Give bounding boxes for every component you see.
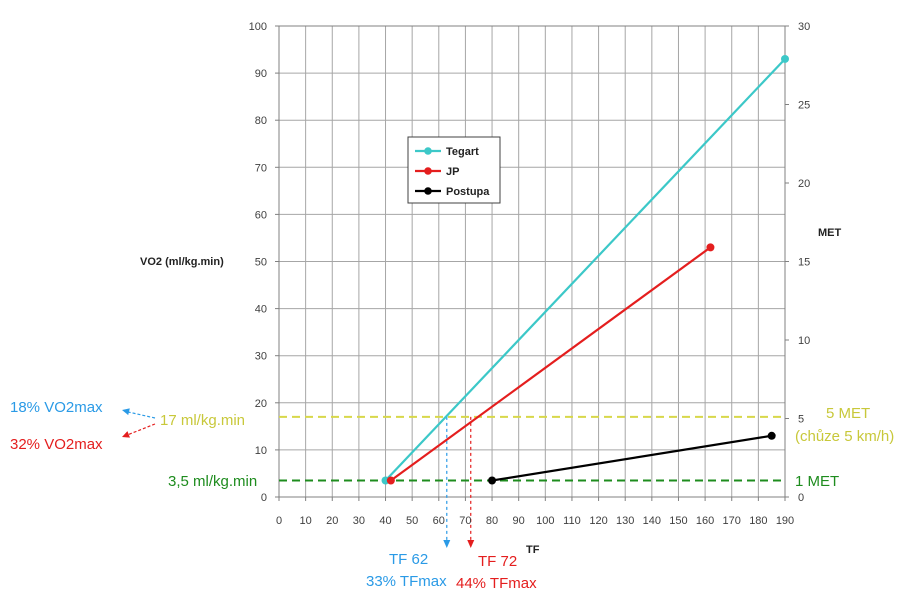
x-tick-label: 190 xyxy=(776,515,794,527)
data-point xyxy=(386,476,395,485)
grid xyxy=(275,25,789,501)
ref-label-3-5: 3,5 ml/kg.min xyxy=(168,473,257,490)
drop-label-tf72: TF 72 xyxy=(478,553,517,570)
series-line-jp xyxy=(390,246,712,482)
series-line-tegart xyxy=(384,58,786,482)
reference-lines xyxy=(279,415,785,548)
y2-tick-label: 20 xyxy=(798,178,810,190)
x-tick-label: 80 xyxy=(486,515,498,527)
y-tick-label: 0 xyxy=(261,492,267,504)
y2-tick-label: 15 xyxy=(798,257,810,269)
annotations: 18% VO2max 32% VO2max 17 ml/kg.min 3,5 m… xyxy=(10,399,894,592)
legend-label: Tegart xyxy=(446,146,479,158)
x-tick-label: 110 xyxy=(563,515,581,527)
y-tick-label: 60 xyxy=(255,209,267,221)
y2-tick-label: 5 xyxy=(798,414,804,426)
y-axis-title: VO2 (ml/kg.min) xyxy=(140,256,224,268)
legend-label: Postupa xyxy=(446,186,490,198)
y2-axis-title: MET xyxy=(818,227,842,239)
ref-label-5met: 5 MET xyxy=(826,405,870,422)
y-tick-label: 50 xyxy=(255,257,267,269)
x-tick-label: 90 xyxy=(513,515,525,527)
y2-tick-label: 30 xyxy=(798,21,810,33)
series-line-postupa xyxy=(491,434,772,482)
y2-tick-label: 25 xyxy=(798,100,810,112)
series xyxy=(381,54,789,485)
data-point xyxy=(706,243,715,252)
drop-label-tf62-pct: 33% TFmax xyxy=(366,573,447,590)
x-tick-label: 120 xyxy=(589,515,607,527)
x-tick-label: 150 xyxy=(669,515,687,527)
y-tick-label: 100 xyxy=(249,21,267,33)
x-tick-label: 50 xyxy=(406,515,418,527)
y2-tick-label: 0 xyxy=(798,492,804,504)
ref-label-17: 17 ml/kg.min xyxy=(160,412,245,429)
side-note-arrow-head xyxy=(122,408,130,416)
x-tick-label: 100 xyxy=(536,515,554,527)
x-tick-label: 130 xyxy=(616,515,634,527)
x-tick-label: 20 xyxy=(326,515,338,527)
legend: Tegart JP Postupa xyxy=(407,136,501,204)
x-tick-label: 170 xyxy=(723,515,741,527)
side-note-arrow xyxy=(125,410,156,419)
data-point xyxy=(781,54,789,63)
legend-marker xyxy=(424,147,432,155)
y-tick-label: 10 xyxy=(255,445,267,457)
ref-label-1met: 1 MET xyxy=(795,473,839,490)
plot-area-border xyxy=(278,25,786,498)
y-tick-label: 80 xyxy=(255,115,267,127)
x-tick-label: 0 xyxy=(276,515,282,527)
legend-marker xyxy=(424,187,432,195)
y-tick-label: 30 xyxy=(255,351,267,363)
side-note-red: 32% VO2max xyxy=(10,436,103,453)
x-tick-label: 160 xyxy=(696,515,714,527)
x-tick-label: 60 xyxy=(433,515,445,527)
side-note-arrow xyxy=(125,423,156,437)
y-tick-label: 70 xyxy=(255,162,267,174)
side-note-arrow-head xyxy=(122,431,130,438)
y-tick-label: 90 xyxy=(255,68,267,80)
drop-arrow-head xyxy=(467,540,475,548)
x-tick-label: 10 xyxy=(300,515,312,527)
ref-label-walk: (chůze 5 km/h) xyxy=(795,428,894,445)
y-tick-label: 40 xyxy=(255,304,267,316)
drop-arrow-head xyxy=(443,540,451,548)
x-tick-label: 180 xyxy=(749,515,767,527)
legend-marker xyxy=(424,167,432,175)
tick-labels: 0 10 20 30 40 50 60 70 80 90 100 0 5 10 15 20 25 30 0 10 20 3… xyxy=(249,21,811,527)
drop-label-tf72-pct: 44% TFmax xyxy=(456,575,537,592)
x-tick-label: 140 xyxy=(643,515,661,527)
x-tick-label: 30 xyxy=(353,515,365,527)
x-tick-label: 40 xyxy=(379,515,391,527)
y-tick-label: 20 xyxy=(255,398,267,410)
x-axis-title: TF xyxy=(526,544,540,556)
side-note-blue: 18% VO2max xyxy=(10,399,103,416)
drop-label-tf62: TF 62 xyxy=(389,551,428,568)
data-point xyxy=(767,431,776,440)
legend-label: JP xyxy=(446,166,459,178)
y2-tick-label: 10 xyxy=(798,335,810,347)
data-point xyxy=(488,476,497,485)
x-tick-label: 70 xyxy=(459,515,471,527)
